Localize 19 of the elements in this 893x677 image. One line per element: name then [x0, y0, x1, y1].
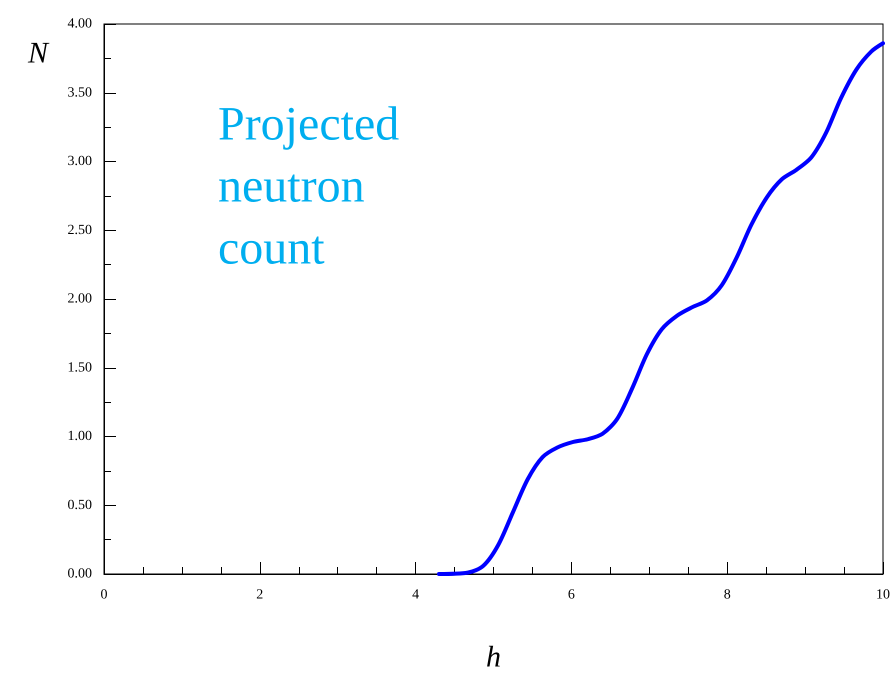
y-tick-label: 3.00 — [68, 154, 92, 169]
y-tick-label: 0.50 — [68, 498, 92, 513]
y-tick-label: 0.00 — [68, 566, 92, 582]
x-tick-label: 4 — [412, 588, 420, 602]
x-tick-label: 0 — [100, 588, 108, 602]
y-axis-title: N — [27, 36, 50, 70]
x-axis-title: h — [486, 640, 501, 674]
y-tick-label: 2.50 — [68, 222, 92, 238]
x-tick-label: 6 — [568, 588, 575, 602]
y-tick-label: 3.50 — [68, 85, 92, 100]
y-tick-label: 1.50 — [68, 360, 92, 376]
line-series — [436, 41, 885, 576]
y-tick-label: 1.00 — [68, 429, 92, 444]
x-tick-label: 2 — [256, 588, 264, 602]
y-tick-label: 2.00 — [68, 292, 92, 306]
x-tick-label: 10 — [876, 588, 890, 602]
y-tick-label: 4.00 — [68, 16, 92, 32]
x-tick-label: 8 — [724, 588, 731, 602]
annotation: Projected neutron count — [218, 98, 400, 274]
